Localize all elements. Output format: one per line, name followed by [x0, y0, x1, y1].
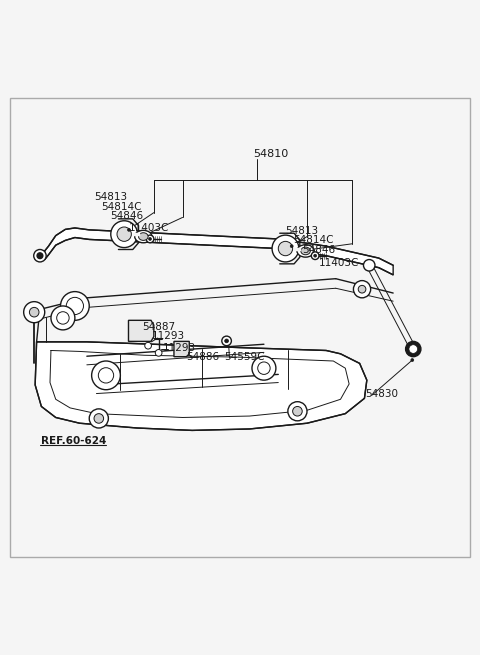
Text: 54887: 54887 [142, 322, 175, 331]
Circle shape [411, 358, 414, 362]
Polygon shape [129, 320, 154, 341]
Circle shape [156, 350, 162, 356]
Circle shape [34, 250, 46, 262]
Circle shape [145, 343, 152, 349]
Circle shape [278, 241, 293, 255]
Circle shape [89, 409, 108, 428]
Circle shape [363, 259, 375, 271]
Text: 54559C: 54559C [225, 352, 265, 362]
Text: 54814C: 54814C [101, 202, 142, 212]
Text: 54846: 54846 [302, 245, 336, 255]
Text: REF.60-624: REF.60-624 [41, 436, 107, 447]
Polygon shape [45, 228, 393, 275]
Ellipse shape [297, 245, 314, 257]
Text: 54886: 54886 [186, 352, 219, 362]
Circle shape [94, 414, 104, 423]
Circle shape [409, 345, 418, 353]
Circle shape [252, 356, 276, 380]
Circle shape [149, 238, 152, 240]
Circle shape [290, 245, 293, 248]
Circle shape [128, 229, 131, 231]
Circle shape [353, 280, 371, 298]
Circle shape [222, 336, 231, 346]
Text: 11293: 11293 [162, 343, 195, 352]
Circle shape [92, 361, 120, 390]
Ellipse shape [135, 231, 152, 243]
Circle shape [312, 252, 319, 259]
Circle shape [111, 221, 138, 248]
Text: 11403C: 11403C [129, 223, 169, 233]
Text: 11293: 11293 [152, 331, 185, 341]
Text: 54813: 54813 [94, 193, 127, 202]
Circle shape [29, 307, 39, 317]
Text: 54810: 54810 [253, 149, 288, 159]
Ellipse shape [301, 247, 311, 255]
Circle shape [288, 402, 307, 421]
Circle shape [146, 235, 154, 243]
Text: 54846: 54846 [110, 212, 143, 221]
Circle shape [117, 227, 132, 241]
Polygon shape [35, 342, 367, 430]
Text: 11403C: 11403C [319, 258, 360, 268]
Circle shape [314, 254, 317, 257]
FancyBboxPatch shape [10, 98, 470, 557]
Ellipse shape [139, 233, 148, 240]
Circle shape [225, 339, 228, 343]
Circle shape [24, 302, 45, 323]
Circle shape [293, 407, 302, 416]
Circle shape [272, 235, 299, 262]
Text: 54814C: 54814C [294, 235, 334, 246]
Circle shape [51, 306, 75, 330]
Text: 54830: 54830 [365, 388, 398, 398]
Text: 54813: 54813 [286, 226, 319, 236]
Circle shape [60, 291, 89, 320]
Circle shape [406, 341, 421, 357]
Circle shape [358, 286, 366, 293]
Polygon shape [174, 341, 189, 357]
Circle shape [37, 253, 43, 259]
